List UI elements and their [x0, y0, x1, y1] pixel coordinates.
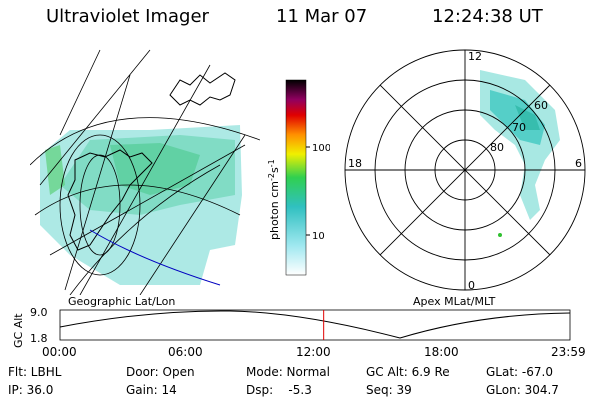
mode-info: Mode: Normal: [246, 365, 330, 379]
altitude-timeline: GC Alt 9.0 1.8: [12, 306, 571, 348]
gain-info: Gain: 14: [126, 383, 177, 397]
intensity-colorbar: 100 10 photon cm-2s-1: [267, 79, 330, 276]
dsp-info: Dsp: -5.3: [246, 383, 312, 397]
timeline-xtick-2359: 23:59: [551, 345, 586, 359]
mlt-label-12: 12: [468, 50, 482, 63]
instrument-title: Ultraviolet Imager: [46, 6, 209, 27]
timeline-xtick-0000: 00:00: [42, 345, 77, 359]
glat-info: GLat: -67.0: [486, 365, 553, 379]
apex-panel-label: Apex MLat/MLT: [413, 295, 496, 308]
ip-info: IP: 36.0: [8, 383, 54, 397]
coastline-peninsula: [169, 72, 236, 106]
timeline-xtick-0600: 06:00: [168, 345, 203, 359]
time-label: 12:24:38 UT: [432, 6, 543, 27]
geographic-panel-label: Geographic Lat/Lon: [68, 295, 176, 308]
terminator-line: [89, 229, 221, 286]
altitude-curve: [59, 310, 571, 339]
uv-emission-region: [40, 125, 242, 285]
lat-label-80: 80: [490, 141, 504, 154]
polar-grid: [344, 49, 586, 291]
apex-polar-plot: 12 18 6 0 60 70 80: [344, 49, 586, 292]
mlt-label-18: 18: [348, 157, 362, 170]
date-label: 11 Mar 07: [276, 6, 368, 27]
lat-label-70: 70: [512, 121, 526, 134]
timeline-ytick-max: 9.0: [30, 306, 48, 319]
colorbar-tick-100: 100: [312, 143, 330, 154]
glon-info: GLon: 304.7: [486, 383, 559, 397]
timeline-ytick-min: 1.8: [30, 332, 48, 345]
geographic-grid: [30, 49, 260, 295]
mlt-label-0: 0: [468, 279, 475, 292]
timeline-xtick-1800: 18:00: [424, 345, 459, 359]
seq-info: Seq: 39: [366, 383, 412, 397]
lat-label-60: 60: [534, 99, 548, 112]
data-point-marker: [498, 233, 502, 237]
coastline: [67, 149, 153, 251]
gc-alt-info: GC Alt: 6.9 Re: [366, 365, 450, 379]
timeline-xtick-1200: 12:00: [296, 345, 331, 359]
timeline-axis-label: GC Alt: [12, 313, 25, 348]
geographic-image-panel: [30, 49, 260, 295]
colorbar-unit-label: photon cm-2s-1: [267, 159, 281, 240]
colorbar-tick-10: 10: [312, 231, 325, 242]
mlt-label-6: 6: [575, 157, 582, 170]
door-info: Door: Open: [126, 365, 195, 379]
filter-info: Flt: LBHL: [8, 365, 62, 379]
